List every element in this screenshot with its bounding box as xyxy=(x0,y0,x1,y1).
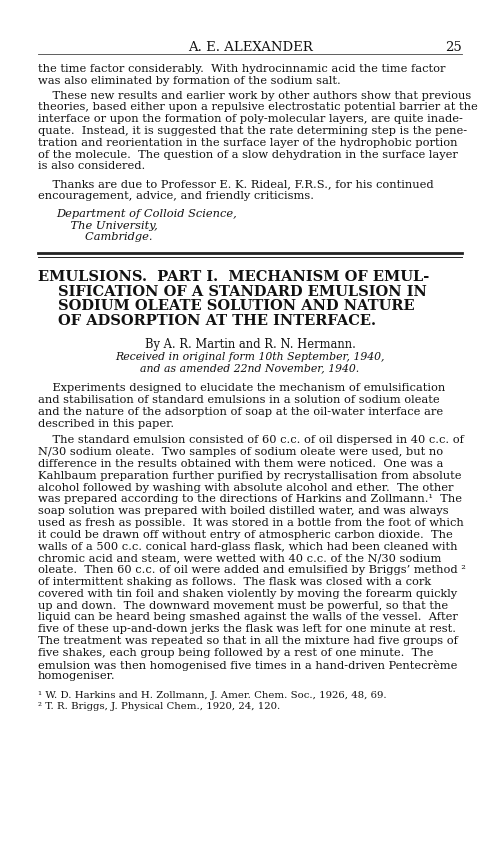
Text: the time factor considerably.  With hydrocinnamic acid the time factor: the time factor considerably. With hydro… xyxy=(38,64,446,74)
Text: Kahlbaum preparation further purified by recrystallisation from absolute: Kahlbaum preparation further purified by… xyxy=(38,471,462,481)
Text: difference in the results obtained with them were noticed.  One was a: difference in the results obtained with … xyxy=(38,459,444,469)
Text: was prepared according to the directions of Harkins and Zollmann.¹  The: was prepared according to the directions… xyxy=(38,495,462,505)
Text: By A. R. Martin and R. N. Hermann.: By A. R. Martin and R. N. Hermann. xyxy=(144,338,356,352)
Text: Thanks are due to Professor E. K. Rideal, F.R.S., for his continued: Thanks are due to Professor E. K. Rideal… xyxy=(38,179,434,189)
Text: described in this paper.: described in this paper. xyxy=(38,419,174,429)
Text: Department of Colloid Science,: Department of Colloid Science, xyxy=(56,209,237,219)
Text: quate.  Instead, it is suggested that the rate determining step is the pene-: quate. Instead, it is suggested that the… xyxy=(38,126,467,136)
Text: and the nature of the adsorption of soap at the oil-water interface are: and the nature of the adsorption of soap… xyxy=(38,407,443,417)
Text: theories, based either upon a repulsive electrostatic potential barrier at the: theories, based either upon a repulsive … xyxy=(38,103,478,113)
Text: interface or upon the formation of poly-molecular layers, are quite inade-: interface or upon the formation of poly-… xyxy=(38,114,463,124)
Text: Received in original form 10th September, 1940,: Received in original form 10th September… xyxy=(115,352,385,362)
Text: oleate.  Then 60 c.c. of oil were added and emulsified by Briggs’ method ²: oleate. Then 60 c.c. of oil were added a… xyxy=(38,565,466,575)
Text: The standard emulsion consisted of 60 c.c. of oil dispersed in 40 c.c. of: The standard emulsion consisted of 60 c.… xyxy=(38,436,464,446)
Text: five of these up-and-down jerks the flask was left for one minute at rest.: five of these up-and-down jerks the flas… xyxy=(38,624,456,634)
Text: homogeniser.: homogeniser. xyxy=(38,671,116,681)
Text: liquid can be heard being smashed against the walls of the vessel.  After: liquid can be heard being smashed agains… xyxy=(38,612,458,622)
Text: A. E. ALEXANDER: A. E. ALEXANDER xyxy=(188,41,312,54)
Text: 25: 25 xyxy=(446,41,462,54)
Text: emulsion was then homogenised five times in a hand-driven Pentecrème: emulsion was then homogenised five times… xyxy=(38,659,458,670)
Text: SIFICATION OF A STANDARD EMULSION IN: SIFICATION OF A STANDARD EMULSION IN xyxy=(58,285,427,299)
Text: and stabilisation of standard emulsions in a solution of sodium oleate: and stabilisation of standard emulsions … xyxy=(38,395,440,405)
Text: OF ADSORPTION AT THE INTERFACE.: OF ADSORPTION AT THE INTERFACE. xyxy=(58,314,376,328)
Text: of the molecule.  The question of a slow dehydration in the surface layer: of the molecule. The question of a slow … xyxy=(38,150,458,160)
Text: it could be drawn off without entry of atmospheric carbon dioxide.  The: it could be drawn off without entry of a… xyxy=(38,530,453,540)
Text: of intermittent shaking as follows.  The flask was closed with a cork: of intermittent shaking as follows. The … xyxy=(38,577,431,587)
Text: walls of a 500 c.c. conical hard-glass flask, which had been cleaned with: walls of a 500 c.c. conical hard-glass f… xyxy=(38,542,458,552)
Text: The University,: The University, xyxy=(56,220,158,230)
Text: ² T. R. Briggs, J. Physical Chem., 1920, 24, 120.: ² T. R. Briggs, J. Physical Chem., 1920,… xyxy=(38,701,280,711)
Text: Experiments designed to elucidate the mechanism of emulsification: Experiments designed to elucidate the me… xyxy=(38,383,446,394)
Text: five shakes, each group being followed by a rest of one minute.  The: five shakes, each group being followed b… xyxy=(38,648,434,658)
Text: N/30 sodium oleate.  Two samples of sodium oleate were used, but no: N/30 sodium oleate. Two samples of sodiu… xyxy=(38,447,443,458)
Text: up and down.  The downward movement must be powerful, so that the: up and down. The downward movement must … xyxy=(38,600,448,611)
Text: was also eliminated by formation of the sodium salt.: was also eliminated by formation of the … xyxy=(38,76,341,86)
Text: ¹ W. D. Harkins and H. Zollmann, J. Amer. Chem. Soc., 1926, 48, 69.: ¹ W. D. Harkins and H. Zollmann, J. Amer… xyxy=(38,691,387,701)
Text: and as amended 22nd November, 1940.: and as amended 22nd November, 1940. xyxy=(140,363,360,373)
Text: is also considered.: is also considered. xyxy=(38,161,145,172)
Text: soap solution was prepared with boiled distilled water, and was always: soap solution was prepared with boiled d… xyxy=(38,506,449,516)
Text: tration and reorientation in the surface layer of the hydrophobic portion: tration and reorientation in the surface… xyxy=(38,138,458,148)
Text: used as fresh as possible.  It was stored in a bottle from the foot of which: used as fresh as possible. It was stored… xyxy=(38,518,464,528)
Text: chromic acid and steam, were wetted with 40 c.c. of the N/30 sodium: chromic acid and steam, were wetted with… xyxy=(38,553,442,563)
Text: covered with tin foil and shaken violently by moving the forearm quickly: covered with tin foil and shaken violent… xyxy=(38,589,457,599)
Text: Cambridge.: Cambridge. xyxy=(56,232,152,242)
Text: encouragement, advice, and friendly criticisms.: encouragement, advice, and friendly crit… xyxy=(38,191,314,201)
Text: EMULSIONS.  PART I.  MECHANISM OF EMUL-: EMULSIONS. PART I. MECHANISM OF EMUL- xyxy=(38,270,429,284)
Text: These new results and earlier work by other authors show that previous: These new results and earlier work by ot… xyxy=(38,91,471,101)
Text: alcohol followed by washing with absolute alcohol and ether.  The other: alcohol followed by washing with absolut… xyxy=(38,483,454,493)
Text: The treatment was repeated so that in all the mixture had five groups of: The treatment was repeated so that in al… xyxy=(38,636,458,646)
Text: SODIUM OLEATE SOLUTION AND NATURE: SODIUM OLEATE SOLUTION AND NATURE xyxy=(58,299,414,313)
